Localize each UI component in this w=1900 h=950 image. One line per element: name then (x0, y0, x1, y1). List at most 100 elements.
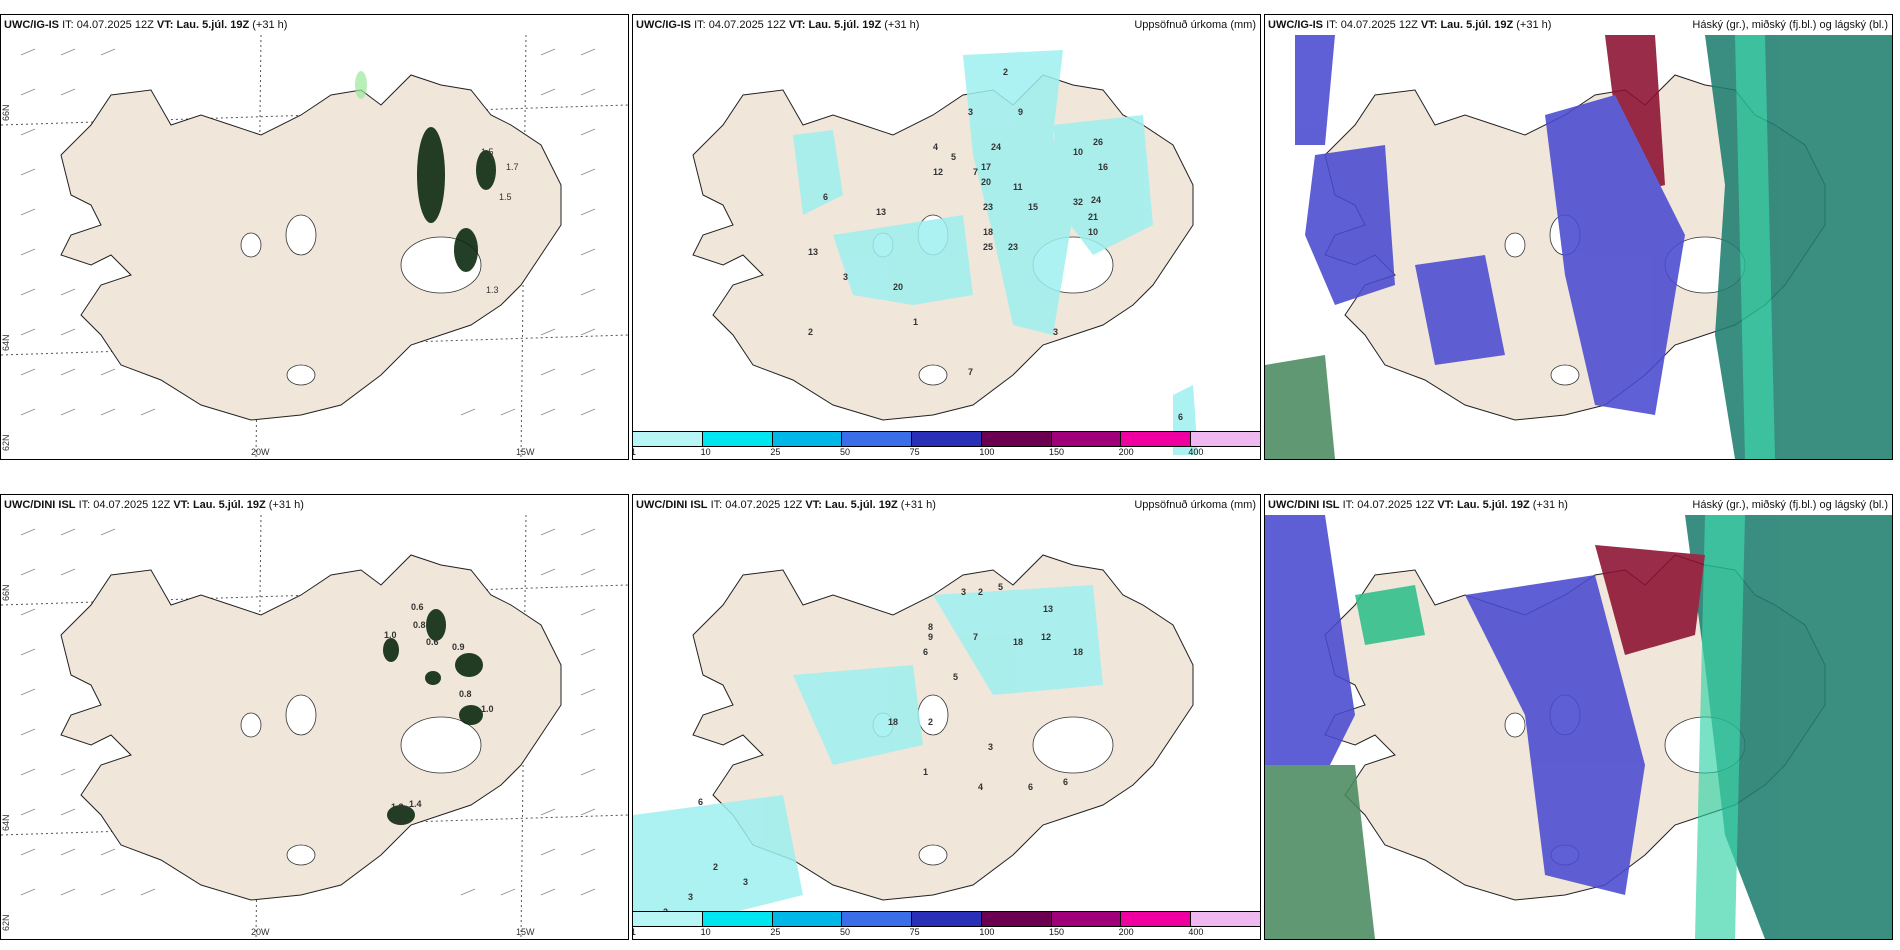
colorbar-swatch (1120, 912, 1191, 926)
colorbar-swatch (911, 912, 981, 926)
wind-map: 0.6 1.0 0.8 0.6 0.9 0.8 1.0 1.3 1.4 2.1 … (1, 515, 628, 939)
svg-text:24: 24 (1091, 195, 1101, 205)
cloud-panel-ig-is: UWC/IG-IS IT: 04.07.2025 12Z VT: Lau. 5.… (1264, 14, 1893, 460)
model-name: UWC/IG-IS (1268, 19, 1323, 31)
svg-text:4: 4 (933, 142, 938, 152)
model-name: UWC/IG-IS (636, 19, 691, 31)
colorbar-tick: 50 (840, 927, 851, 937)
wind-map: 0.1 1.4 1.5 1.7 1.5 1.3 2.2 20W 15W 66N … (1, 35, 628, 459)
colorbar-swatch (633, 432, 702, 446)
svg-text:66N: 66N (1, 104, 11, 121)
colorbar-swatch (771, 912, 842, 926)
svg-text:18: 18 (1073, 647, 1083, 657)
svg-text:1.3: 1.3 (486, 285, 499, 295)
panel-header: UWC/IG-IS IT: 04.07.2025 12Z VT: Lau. 5.… (633, 15, 1260, 35)
colorbar-tick: 25 (770, 447, 781, 457)
svg-text:2: 2 (978, 587, 983, 597)
svg-text:2: 2 (713, 862, 718, 872)
colorbar-swatch (1190, 432, 1260, 446)
cloud-panel-dini: UWC/DINI ISL IT: 04.07.2025 12Z VT: Lau.… (1264, 494, 1893, 940)
svg-text:13: 13 (876, 207, 886, 217)
panel-header: UWC/DINI ISL IT: 04.07.2025 12Z VT: Lau.… (633, 495, 1260, 515)
svg-text:12: 12 (1041, 632, 1051, 642)
svg-text:6: 6 (823, 192, 828, 202)
svg-text:2.1: 2.1 (393, 815, 406, 825)
model-name: UWC/DINI ISL (4, 499, 76, 511)
colorbar-tick: 400 (1188, 927, 1204, 937)
colorbar-swatch (841, 432, 912, 446)
colorbar: 1 10 25 50 75 100 150 200 400 (633, 431, 1260, 459)
svg-text:3: 3 (843, 272, 848, 282)
svg-text:1.4: 1.4 (421, 177, 434, 187)
svg-text:20: 20 (981, 177, 991, 187)
precip-panel-dini: UWC/DINI ISL IT: 04.07.2025 12Z VT: Lau.… (632, 494, 1261, 940)
colorbar-swatch (1120, 432, 1191, 446)
colorbar-swatch (980, 912, 1051, 926)
model-name: UWC/DINI ISL (1268, 499, 1340, 511)
svg-text:2: 2 (808, 327, 813, 337)
svg-text:12: 12 (933, 167, 943, 177)
svg-text:1: 1 (913, 317, 918, 327)
colorbar-tick: 200 (1118, 927, 1134, 937)
colorbar-tick: 150 (1049, 447, 1065, 457)
svg-text:3: 3 (688, 892, 693, 902)
svg-text:5: 5 (998, 582, 1003, 592)
panel-title: Háský (gr.), miðský (fj.bl.) og lágský (… (1692, 19, 1888, 31)
colorbar-tick: 1 (633, 927, 636, 937)
svg-text:26: 26 (1093, 137, 1103, 147)
cloud-map (1265, 35, 1892, 459)
colorbar-tick: 50 (840, 447, 851, 457)
colorbar-swatch (911, 432, 981, 446)
colorbar-swatch (701, 432, 772, 446)
colorbar-swatch (841, 912, 912, 926)
svg-text:0.6: 0.6 (426, 637, 439, 647)
colorbar: 1 10 25 50 75 100 150 200 400 (633, 911, 1260, 939)
svg-text:10: 10 (1073, 147, 1083, 157)
svg-text:3: 3 (1053, 327, 1058, 337)
svg-text:1.5: 1.5 (481, 147, 494, 157)
colorbar-tick: 100 (979, 927, 995, 937)
svg-text:1.5: 1.5 (499, 192, 512, 202)
svg-text:62N: 62N (1, 914, 11, 931)
colorbar-swatch (1050, 432, 1121, 446)
svg-text:5: 5 (953, 672, 958, 682)
svg-text:16: 16 (1098, 162, 1108, 172)
panel-title: Uppsöfnuð úrkoma (mm) (1134, 19, 1256, 31)
svg-text:6: 6 (1028, 782, 1033, 792)
svg-text:15W: 15W (516, 927, 535, 937)
colorbar-tick: 75 (909, 447, 920, 457)
svg-text:7: 7 (973, 632, 978, 642)
colorbar-tick: 75 (909, 927, 920, 937)
svg-text:5: 5 (951, 152, 956, 162)
precip-blob (355, 71, 496, 272)
precip-panel-ig-is: UWC/IG-IS IT: 04.07.2025 12Z VT: Lau. 5.… (632, 14, 1261, 460)
svg-text:7: 7 (968, 367, 973, 377)
svg-text:0.9: 0.9 (452, 642, 465, 652)
svg-text:20: 20 (893, 282, 903, 292)
svg-text:11: 11 (1013, 182, 1023, 192)
svg-text:24: 24 (991, 142, 1001, 152)
svg-text:8: 8 (928, 622, 933, 632)
colorbar-swatch (1050, 912, 1121, 926)
panel-title: Uppsöfnuð úrkoma (mm) (1134, 499, 1256, 511)
colorbar-tick: 100 (979, 447, 995, 457)
svg-text:21: 21 (1088, 212, 1098, 222)
svg-text:1.7: 1.7 (506, 162, 519, 172)
svg-text:17: 17 (981, 162, 991, 172)
svg-text:1.0: 1.0 (384, 630, 397, 640)
svg-text:2: 2 (1003, 67, 1008, 77)
svg-text:3: 3 (968, 107, 973, 117)
svg-text:10: 10 (1088, 227, 1098, 237)
svg-text:15: 15 (1028, 202, 1038, 212)
svg-text:1: 1 (923, 767, 928, 777)
svg-text:18: 18 (983, 227, 993, 237)
colorbar-tick: 150 (1049, 927, 1065, 937)
colorbar-tick: 1 (633, 447, 636, 457)
svg-text:6: 6 (1178, 412, 1183, 422)
lon-label-15w: 15W (516, 447, 535, 457)
panel-title: Háský (gr.), miðský (fj.bl.) og lágský (… (1692, 499, 1888, 511)
svg-text:7: 7 (973, 167, 978, 177)
svg-text:23: 23 (983, 202, 993, 212)
svg-text:1.3: 1.3 (391, 802, 404, 812)
